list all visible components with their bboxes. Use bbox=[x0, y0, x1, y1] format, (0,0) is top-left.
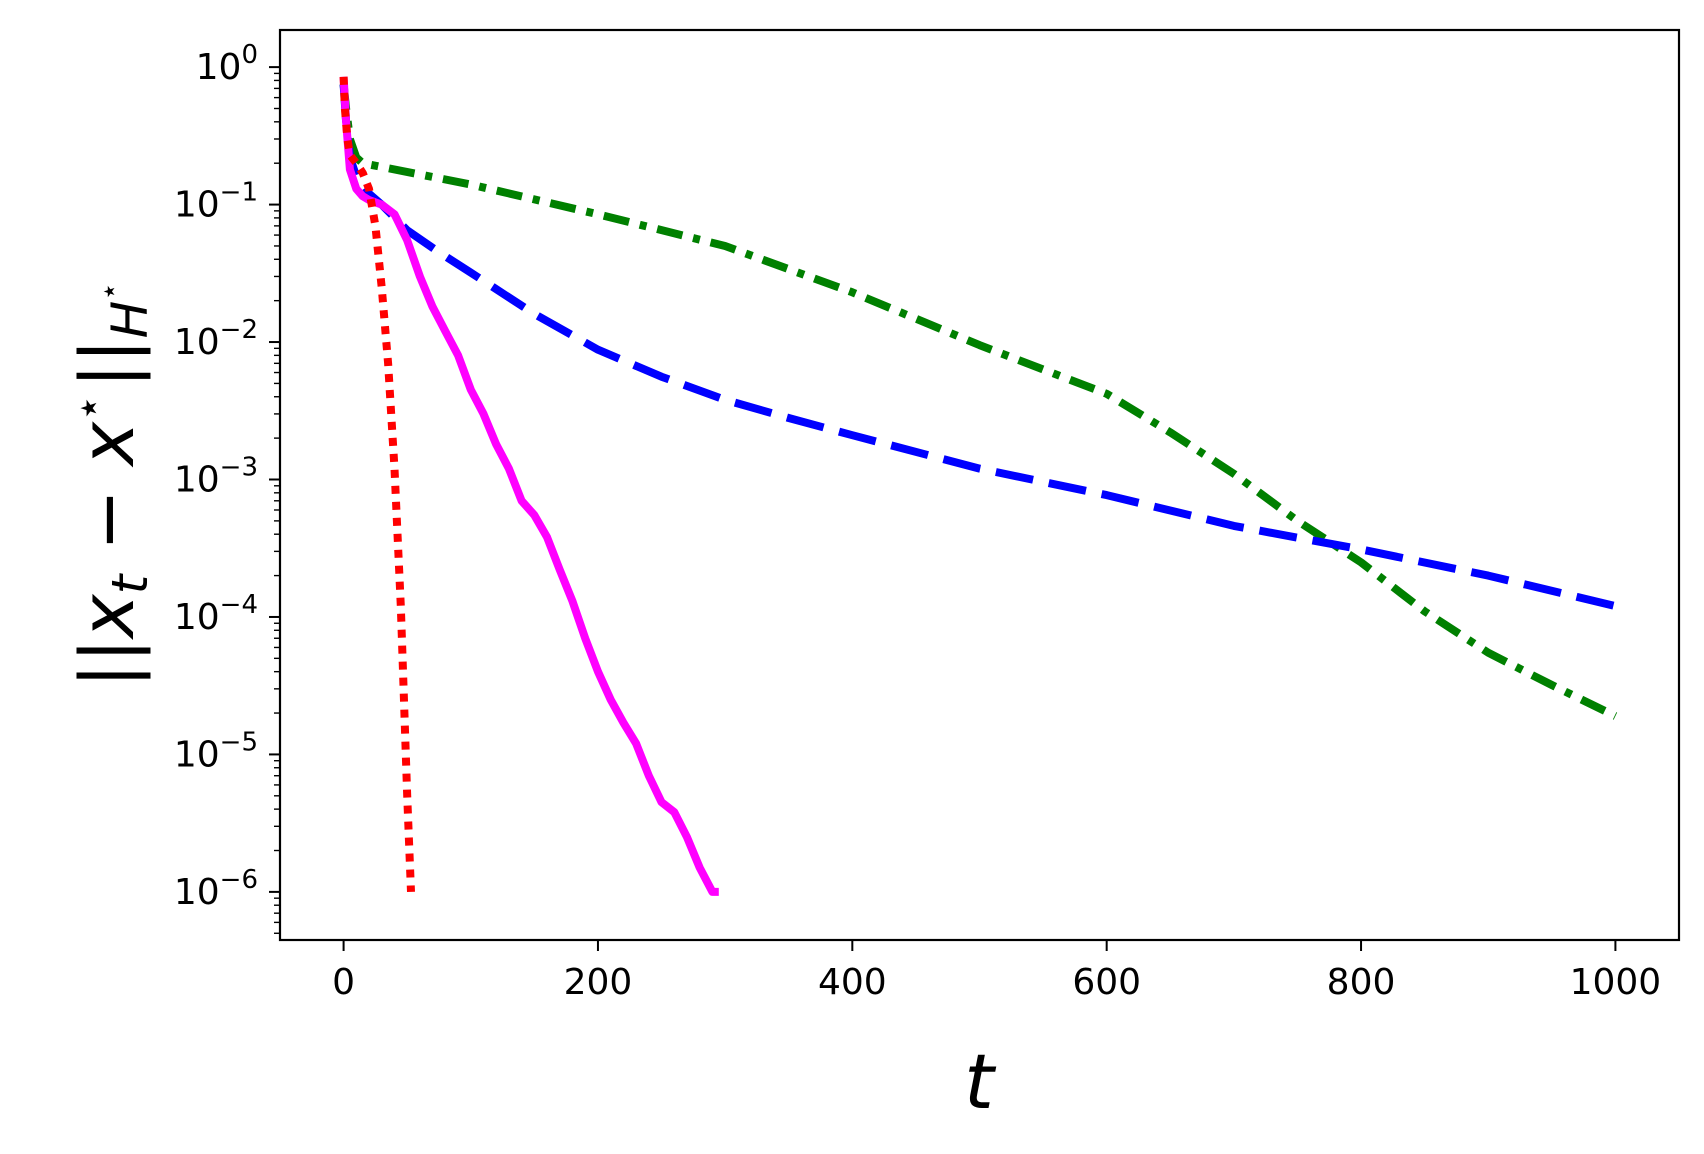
y-label-x: x bbox=[65, 593, 151, 640]
series-line-3 bbox=[339, 76, 415, 893]
y-tick-label: 10−4 bbox=[174, 590, 258, 638]
series-layer bbox=[339, 76, 1618, 896]
y-tick-label: 10−2 bbox=[174, 315, 258, 363]
y-label-open-norm: || bbox=[65, 638, 151, 688]
x-axis-label: t bbox=[964, 1037, 997, 1126]
x-tick-label: 400 bbox=[818, 962, 887, 1003]
x-tick-label: 800 bbox=[1327, 962, 1396, 1003]
x-tick-label: 0 bbox=[332, 962, 355, 1003]
y-tick-label: 10−1 bbox=[174, 178, 258, 226]
y-tick-label-exponent: −3 bbox=[220, 453, 258, 483]
y-tick-label-base: 10 bbox=[196, 47, 242, 88]
y-tick-label-exponent: −5 bbox=[220, 727, 258, 757]
y-tick-label-exponent: −6 bbox=[220, 865, 258, 895]
y-label-sub-t: t bbox=[101, 572, 159, 594]
y-label-minus: − bbox=[65, 466, 151, 575]
y-tick-label-base: 10 bbox=[174, 597, 220, 638]
y-label-close-norm: || bbox=[65, 338, 151, 388]
x-axis-ticks: 0 200 400 600 800 1000 bbox=[332, 940, 1661, 1003]
y-tick-label-base: 10 bbox=[174, 460, 220, 501]
x-tick-label: 600 bbox=[1072, 962, 1141, 1003]
plot-frame bbox=[278, 28, 1681, 942]
y-tick-label-exponent: −1 bbox=[220, 178, 258, 208]
y-label-sub-star: ⋆ bbox=[92, 282, 127, 301]
y-tick-label-base: 10 bbox=[174, 185, 220, 226]
y-label-xstar: x bbox=[65, 421, 151, 468]
series-line-1 bbox=[339, 84, 1617, 610]
y-tick-label: 10−6 bbox=[174, 865, 258, 913]
x-tick-label: 1000 bbox=[1570, 962, 1662, 1003]
y-tick-label-base: 10 bbox=[174, 322, 220, 363]
y-tick-label-exponent: 0 bbox=[241, 40, 258, 70]
y-axis-label: ||xt − x⋆||H⋆ bbox=[63, 282, 159, 688]
y-label-star: ⋆ bbox=[63, 394, 114, 422]
x-tick-label: 200 bbox=[564, 962, 633, 1003]
y-tick-label-base: 10 bbox=[174, 734, 220, 775]
y-tick-label-base: 10 bbox=[174, 872, 220, 913]
y-tick-label: 100 bbox=[196, 40, 258, 88]
y-label-sub-h: H bbox=[101, 301, 159, 339]
y-tick-label: 10−3 bbox=[174, 453, 258, 501]
y-tick-label-exponent: −4 bbox=[220, 590, 258, 620]
y-tick-label: 10−5 bbox=[174, 727, 258, 775]
y-tick-label-exponent: −2 bbox=[220, 315, 258, 345]
